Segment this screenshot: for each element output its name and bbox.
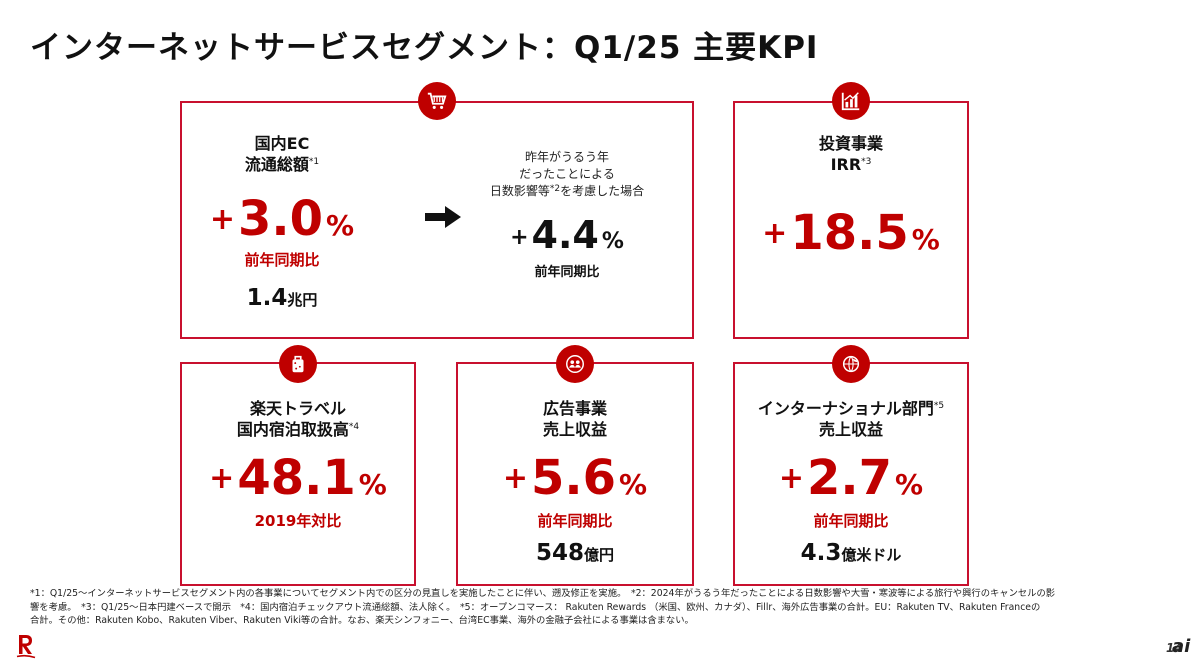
rakuten-logo-icon (16, 635, 36, 659)
arrow-right-icon (425, 206, 461, 228)
footnote-line: 合計。その他：Rakuten Kobo、Rakuten Viber、Rakute… (30, 615, 694, 626)
ec-label: 国内EC 流通総額*1 (244, 134, 320, 174)
ads-revenue-absolute: 548億円 (535, 540, 615, 566)
international-growth-value: +2.7% (778, 450, 924, 506)
bar-chart-icon (832, 82, 870, 120)
ec-growth-value: +3.0% (209, 191, 355, 247)
ec-comparison: 前年同期比 (244, 251, 320, 269)
page-number: 14 (1166, 641, 1183, 655)
ec-gmv-card: 国内EC 流通総額*1 +3.0% 前年同期比 1.4兆円 昨年がうるう年 だっ… (180, 101, 694, 339)
ec-gmv-absolute: 1.4兆円 (246, 285, 318, 311)
ads-comparison: 前年同期比 (537, 512, 613, 530)
footnote-line: *1：Q1/25～インターネットサービスセグメント内の各事業についてセグメント内… (30, 588, 1056, 599)
footnotes: *1：Q1/25～インターネットサービスセグメント内の各事業についてセグメント内… (30, 587, 1180, 628)
investment-label: 投資事業 IRR*3 (818, 134, 883, 174)
globe-plane-icon (832, 345, 870, 383)
ec-adjusted-note: 昨年がうるう年 だったことによる 日数影響等*2を考慮した場合 (489, 150, 645, 198)
suitcase-icon (279, 345, 317, 383)
investment-irr-card: 投資事業 IRR*3 +18.5% (733, 101, 969, 339)
ec-adjusted-value: +4.4% (510, 213, 624, 257)
ec-adjusted-comparison: 前年同期比 (534, 265, 600, 280)
travel-card: 楽天トラベル 国内宿泊取扱高*4 +48.1% 2019年対比 (180, 362, 416, 586)
international-label: インターナショナル部門*5 売上収益 (757, 399, 945, 439)
shopping-cart-icon (418, 82, 456, 120)
ads-label: 広告事業 売上収益 (542, 399, 607, 439)
footnote-line: 響を考慮。 *3：Q1/25～日本円建ベースで開示 *4：国内宿泊チェックアウト… (30, 601, 1041, 613)
international-card: インターナショナル部門*5 売上収益 +2.7% 前年同期比 4.3億米ドル (733, 362, 969, 586)
page-title: インターネットサービスセグメント：Q1/25 主要KPI (30, 30, 819, 66)
ads-growth-value: +5.6% (502, 450, 648, 506)
investment-irr-value: +18.5% (762, 205, 940, 261)
ads-card: 広告事業 売上収益 +5.6% 前年同期比 548億円 (456, 362, 694, 586)
travel-label: 楽天トラベル 国内宿泊取扱高*4 (236, 399, 360, 439)
travel-growth-value: +48.1% (209, 450, 387, 506)
audience-icon (556, 345, 594, 383)
watermark: ai (1172, 636, 1191, 657)
international-comparison: 前年同期比 (813, 512, 889, 530)
international-revenue-absolute: 4.3億米ドル (800, 540, 902, 566)
travel-comparison: 2019年対比 (254, 512, 342, 530)
